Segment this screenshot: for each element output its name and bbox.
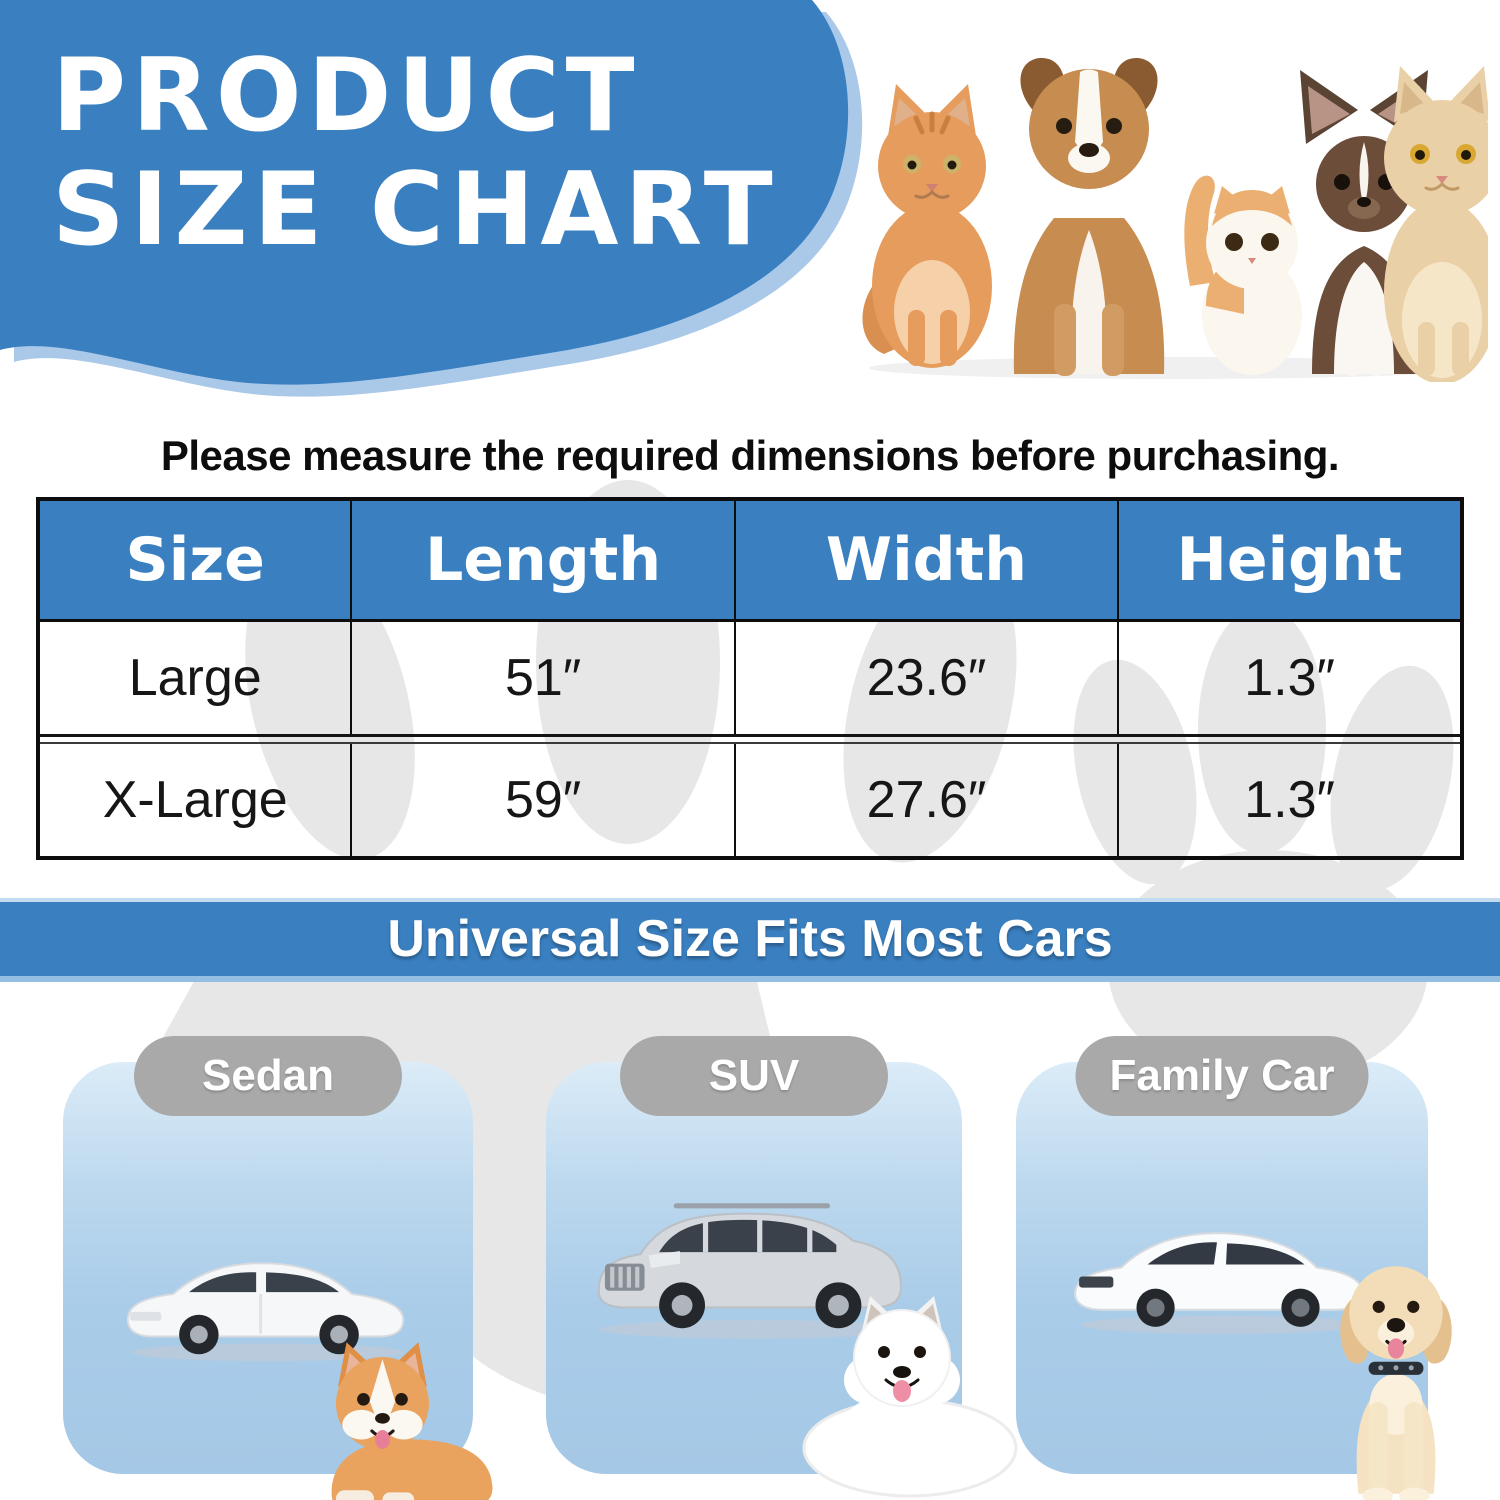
page-title-line2: SIZE CHART [52, 150, 779, 269]
golden-retriever-puppy-icon [1340, 1266, 1452, 1500]
length-cell: 59″ [352, 744, 736, 856]
measure-note: Please measure the required dimensions b… [160, 432, 1340, 479]
car-type-label-family-car: Family Car [1075, 1036, 1369, 1116]
samoyed-dog-icon [802, 1296, 1018, 1498]
width-cell: 27.6″ [736, 744, 1120, 856]
sedan-car-icon [126, 1262, 405, 1362]
universal-size-banner: Universal Size Fits Most Cars [0, 898, 1500, 982]
suv-car-icon [597, 1203, 909, 1339]
cream-cat-icon [1384, 66, 1488, 382]
car-type-label-suv: SUV [620, 1036, 888, 1116]
page-title-line1: PRODUCT [52, 36, 641, 154]
table-row-xlarge: X-Large 59″ 27.6″ 1.3″ [40, 744, 1460, 856]
page-title: PRODUCT SIZE CHART [52, 38, 779, 266]
height-cell: 1.3″ [1244, 649, 1335, 707]
width-cell: 23.6″ [736, 622, 1120, 734]
length-cell: 51″ [352, 622, 736, 734]
car-type-label-sedan: Sedan [134, 1036, 402, 1116]
corgi-puppy-icon [331, 1342, 493, 1500]
car-panel-family-car: Family Car [1016, 1036, 1428, 1474]
column-header-length: Length [352, 501, 736, 619]
brown-white-dog-icon [1013, 57, 1165, 376]
height-cell: 1.3″ [1244, 771, 1335, 829]
column-header-height: Height [1176, 525, 1403, 595]
family-car-icon [1074, 1232, 1364, 1334]
size-cell: Large [40, 622, 353, 734]
table-row-divider [40, 734, 1460, 744]
column-header-width: Width [736, 501, 1120, 619]
size-cell: X-Large [40, 744, 353, 856]
exotic-shorthair-cat-icon [1184, 175, 1302, 375]
size-table-header-row: Size Length Width Height [40, 501, 1460, 622]
pets-group-photo [862, 57, 1488, 382]
size-table: Size Length Width Height Large 51″ 23.6″… [36, 497, 1464, 860]
table-row-large: Large 51″ 23.6″ 1.3″ [40, 622, 1460, 734]
column-header-size: Size [40, 501, 353, 619]
banner-text: Universal Size Fits Most Cars [387, 910, 1113, 968]
orange-tabby-cat-icon [862, 84, 992, 368]
header-blob-shape [0, 0, 863, 397]
